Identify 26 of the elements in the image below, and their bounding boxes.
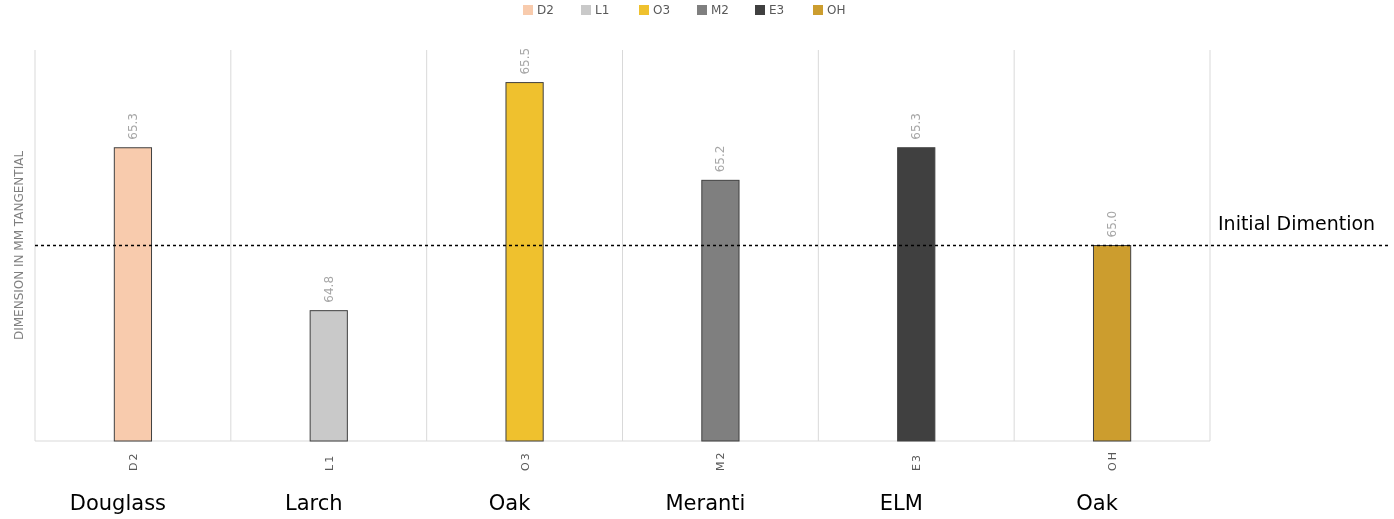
category-label: O3 [653,3,671,17]
text: Oak [488,491,532,515]
x-tick-label: O3 [518,451,532,471]
x-tick-label: OH [1106,450,1120,471]
category-label: D2 [537,3,554,17]
text: ELM [879,491,923,515]
x-tick-label: D2 [126,451,140,471]
x-tick-label: E3 [910,453,924,471]
data-label: 65.0 [1105,210,1120,238]
x-tick-label: M2 [714,450,728,471]
category-label: E3 [769,3,785,17]
x-tick-label: L1 [322,453,336,471]
data-label: 65.5 [517,47,532,75]
category-label: OH [827,3,846,17]
data-label: 65.2 [713,145,728,173]
text: Oak [1076,491,1119,515]
ref-line-label: Initial Dimention [1218,211,1376,234]
data-label: 64.8 [321,275,336,303]
data-label: 65.3 [125,113,140,140]
category-label: M2 [711,3,729,17]
text: Meranti [665,491,746,515]
category-label: L1 [595,3,610,17]
data-label: 65.3 [909,113,924,140]
text: Larch [284,491,343,515]
text: Douglass [69,491,167,515]
y-axis-title: DIMENSION IN MM TANGENTIAL [12,150,26,341]
